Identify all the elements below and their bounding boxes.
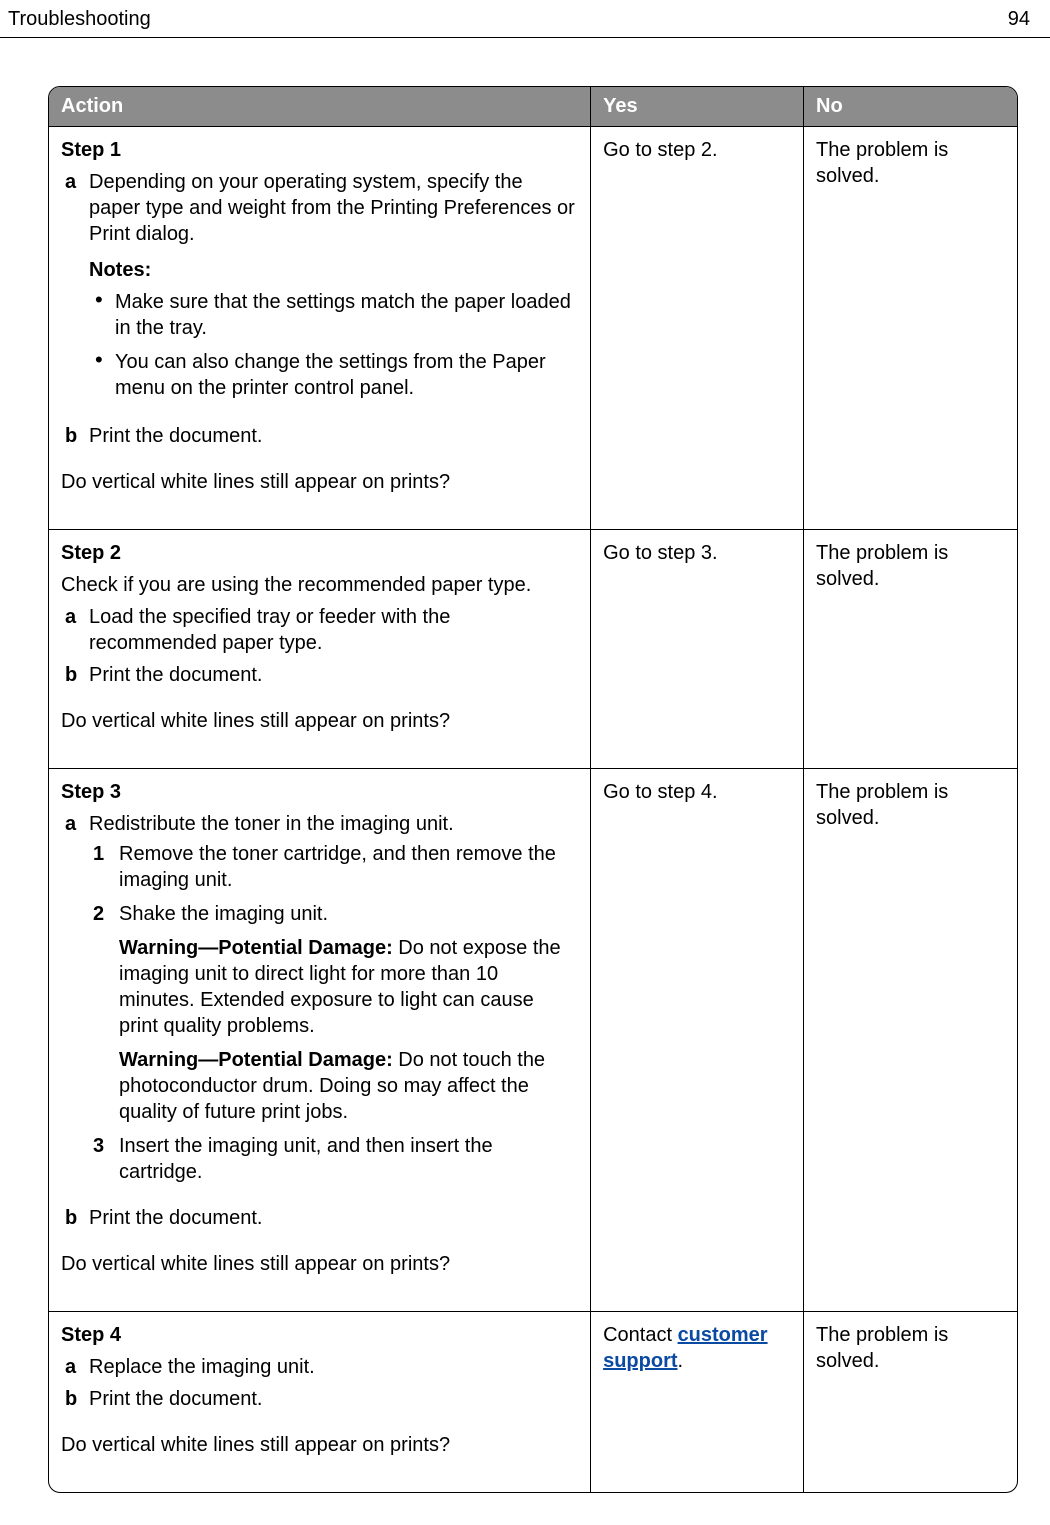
yes-suffix: . — [678, 1350, 684, 1372]
list-marker: a — [65, 604, 76, 630]
step-item: b Print the document. — [61, 662, 578, 694]
note-item: Make sure that the settings match the pa… — [89, 289, 578, 349]
num-text: Remove the toner cartridge, and then rem… — [119, 843, 556, 891]
step-list: a Depending on your operating system, sp… — [61, 169, 578, 455]
list-marker: b — [65, 1386, 77, 1412]
list-marker: b — [65, 423, 77, 449]
step-item: a Load the specified tray or feeder with… — [61, 604, 578, 662]
step-question: Do vertical white lines still appear on … — [61, 1251, 578, 1277]
table-row: Step 4 a Replace the imaging unit. b Pri… — [49, 1312, 1017, 1492]
list-marker: 2 — [93, 901, 104, 927]
step-question: Do vertical white lines still appear on … — [61, 1432, 578, 1458]
step-list: a Replace the imaging unit. b Print the … — [61, 1354, 578, 1418]
list-marker: a — [65, 811, 76, 837]
step-text: Print the document. — [89, 664, 262, 686]
action-cell: Step 3 a Redistribute the toner in the i… — [49, 769, 591, 1312]
step-text: Load the specified tray or feeder with t… — [89, 606, 450, 654]
content: Action Yes No Step 1 a Depending on your… — [0, 38, 1050, 1525]
page-number: 94 — [1008, 8, 1030, 31]
step-text: Depending on your operating system, spec… — [89, 171, 575, 245]
step-question: Do vertical white lines still appear on … — [61, 708, 578, 734]
list-marker: a — [65, 169, 76, 195]
step-text: Replace the imaging unit. — [89, 1356, 315, 1378]
table-header-row: Action Yes No — [49, 87, 1017, 127]
no-cell: The problem is solved. — [804, 1312, 1017, 1492]
no-cell: The problem is solved. — [804, 530, 1017, 769]
list-marker: 3 — [93, 1133, 104, 1159]
step-item: a Redistribute the toner in the imaging … — [61, 811, 578, 1205]
action-cell: Step 2 Check if you are using the recomm… — [49, 530, 591, 769]
action-cell: Step 4 a Replace the imaging unit. b Pri… — [49, 1312, 591, 1492]
warning-label: Warning—Potential Damage: — [119, 937, 393, 959]
step-list: a Load the specified tray or feeder with… — [61, 604, 578, 694]
no-cell: The problem is solved. — [804, 769, 1017, 1312]
step-text: Redistribute the toner in the imaging un… — [89, 813, 454, 835]
table-row: Step 2 Check if you are using the recomm… — [49, 530, 1017, 769]
warning: Warning—Potential Damage: Do not touch t… — [119, 1047, 578, 1125]
step-text: Print the document. — [89, 1207, 262, 1229]
step-item: a Depending on your operating system, sp… — [61, 169, 578, 423]
page: Troubleshooting 94 Action Yes No Step 1 — [0, 0, 1050, 1525]
warning: Warning—Potential Damage: Do not expose … — [119, 935, 578, 1039]
num-text: Shake the imaging unit. — [119, 903, 328, 925]
note-item: You can also change the settings from th… — [89, 349, 578, 409]
step-text: Print the document. — [89, 425, 262, 447]
yes-cell: Go to step 4. — [591, 769, 804, 1312]
table-row: Step 1 a Depending on your operating sys… — [49, 127, 1017, 530]
notes-list: Make sure that the settings match the pa… — [89, 289, 578, 409]
step-label: Step 1 — [61, 137, 578, 163]
list-marker: 1 — [93, 841, 104, 867]
step-label: Step 3 — [61, 779, 578, 805]
step-item: b Print the document. — [61, 423, 578, 455]
page-title: Troubleshooting — [8, 8, 151, 31]
warning-label: Warning—Potential Damage: — [119, 1049, 393, 1071]
no-cell: The problem is solved. — [804, 127, 1017, 530]
step-item: b Print the document. — [61, 1205, 578, 1237]
list-marker: b — [65, 1205, 77, 1231]
num-item: 1 Remove the toner cartridge, and then r… — [89, 841, 578, 901]
list-marker: b — [65, 662, 77, 688]
step-intro: Check if you are using the recommended p… — [61, 572, 578, 598]
step-text: Print the document. — [89, 1388, 262, 1410]
step-question: Do vertical white lines still appear on … — [61, 469, 578, 495]
col-header-no: No — [804, 87, 1017, 127]
numbered-list: 1 Remove the toner cartridge, and then r… — [89, 841, 578, 1193]
action-cell: Step 1 a Depending on your operating sys… — [49, 127, 591, 530]
yes-cell: Go to step 2. — [591, 127, 804, 530]
num-item: 3 Insert the imaging unit, and then inse… — [89, 1133, 578, 1193]
yes-prefix: Contact — [603, 1324, 677, 1346]
step-item: a Replace the imaging unit. — [61, 1354, 578, 1386]
step-list: a Redistribute the toner in the imaging … — [61, 811, 578, 1237]
page-header: Troubleshooting 94 — [0, 0, 1050, 38]
step-label: Step 4 — [61, 1322, 578, 1348]
yes-cell: Go to step 3. — [591, 530, 804, 769]
num-text: Insert the imaging unit, and then insert… — [119, 1135, 493, 1183]
yes-cell: Contact customer support. — [591, 1312, 804, 1492]
step-item: b Print the document. — [61, 1386, 578, 1418]
step-label: Step 2 — [61, 540, 578, 566]
num-item: 2 Shake the imaging unit. Warning—Potent… — [89, 901, 578, 1133]
col-header-yes: Yes — [591, 87, 804, 127]
notes-label: Notes: — [89, 257, 578, 283]
col-header-action: Action — [49, 87, 591, 127]
table-row: Step 3 a Redistribute the toner in the i… — [49, 769, 1017, 1312]
list-marker: a — [65, 1354, 76, 1380]
troubleshooting-table: Action Yes No Step 1 a Depending on your… — [48, 86, 1018, 1493]
